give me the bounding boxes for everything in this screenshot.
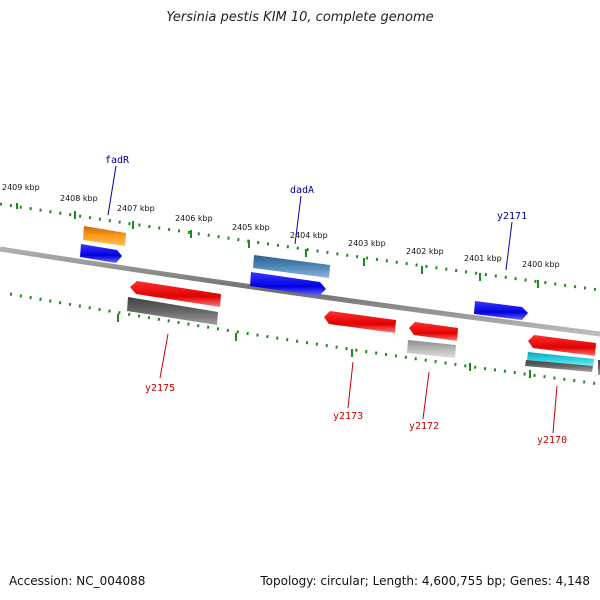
major-ticks bbox=[16, 203, 539, 378]
forward-tick-track bbox=[0, 202, 600, 292]
kbp-label: 2404 kbp bbox=[290, 231, 328, 240]
y2171-gene-feature[interactable] bbox=[474, 301, 528, 320]
reverse-leader-lines bbox=[159, 333, 558, 434]
reverse-features bbox=[127, 281, 600, 375]
gene-label-y2175[interactable]: y2175 bbox=[145, 383, 175, 394]
kbp-label: 2409 kbp bbox=[2, 183, 40, 192]
forward-features bbox=[80, 226, 528, 320]
kbp-label: 2407 kbp bbox=[117, 204, 155, 213]
gene-label-dadA[interactable]: dadA bbox=[290, 185, 314, 196]
fadR-gene-feature[interactable] bbox=[83, 226, 126, 246]
y2172-gene-feature[interactable] bbox=[409, 322, 458, 341]
gene-label-y2170[interactable]: y2170 bbox=[537, 435, 567, 446]
reverse-gene-feature[interactable] bbox=[525, 360, 593, 372]
kbp-label: 2406 kbp bbox=[175, 214, 213, 223]
kbp-label: 2403 kbp bbox=[348, 239, 386, 248]
gene-label-y2172[interactable]: y2172 bbox=[409, 421, 439, 432]
kbp-label: 2400 kbp bbox=[522, 260, 560, 269]
forward-gene-feature[interactable] bbox=[80, 244, 122, 263]
kbp-label: 2401 kbp bbox=[464, 254, 502, 263]
y2173-gene-feature[interactable] bbox=[324, 311, 396, 333]
forward-leader-lines bbox=[107, 165, 513, 271]
topology-label: Topology: circular; Length: 4,600,755 bp… bbox=[260, 574, 590, 588]
forward-gene-feature[interactable] bbox=[250, 272, 326, 296]
reverse-gene-feature[interactable] bbox=[527, 352, 594, 367]
kbp-label: 2408 kbp bbox=[60, 194, 98, 203]
gene-label-y2173[interactable]: y2173 bbox=[333, 411, 363, 422]
gene-label-y2171[interactable]: y2171 bbox=[497, 211, 527, 222]
genome-backbone bbox=[0, 246, 600, 337]
reverse-gene-feature[interactable] bbox=[407, 340, 456, 358]
kbp-label: 2402 kbp bbox=[406, 247, 444, 256]
kbp-label: 2405 kbp bbox=[232, 223, 270, 232]
dadA-gene-feature[interactable] bbox=[253, 255, 330, 278]
reverse-gene-feature[interactable] bbox=[127, 297, 218, 325]
accession-label: Accession: NC_004088 bbox=[9, 574, 146, 588]
y2170-gene-feature[interactable] bbox=[528, 335, 596, 356]
y2175-gene-feature[interactable] bbox=[130, 281, 221, 307]
map-title: Yersinia pestis KIM 10, complete genome bbox=[166, 10, 434, 25]
gene-label-fadR[interactable]: fadR bbox=[105, 155, 130, 166]
